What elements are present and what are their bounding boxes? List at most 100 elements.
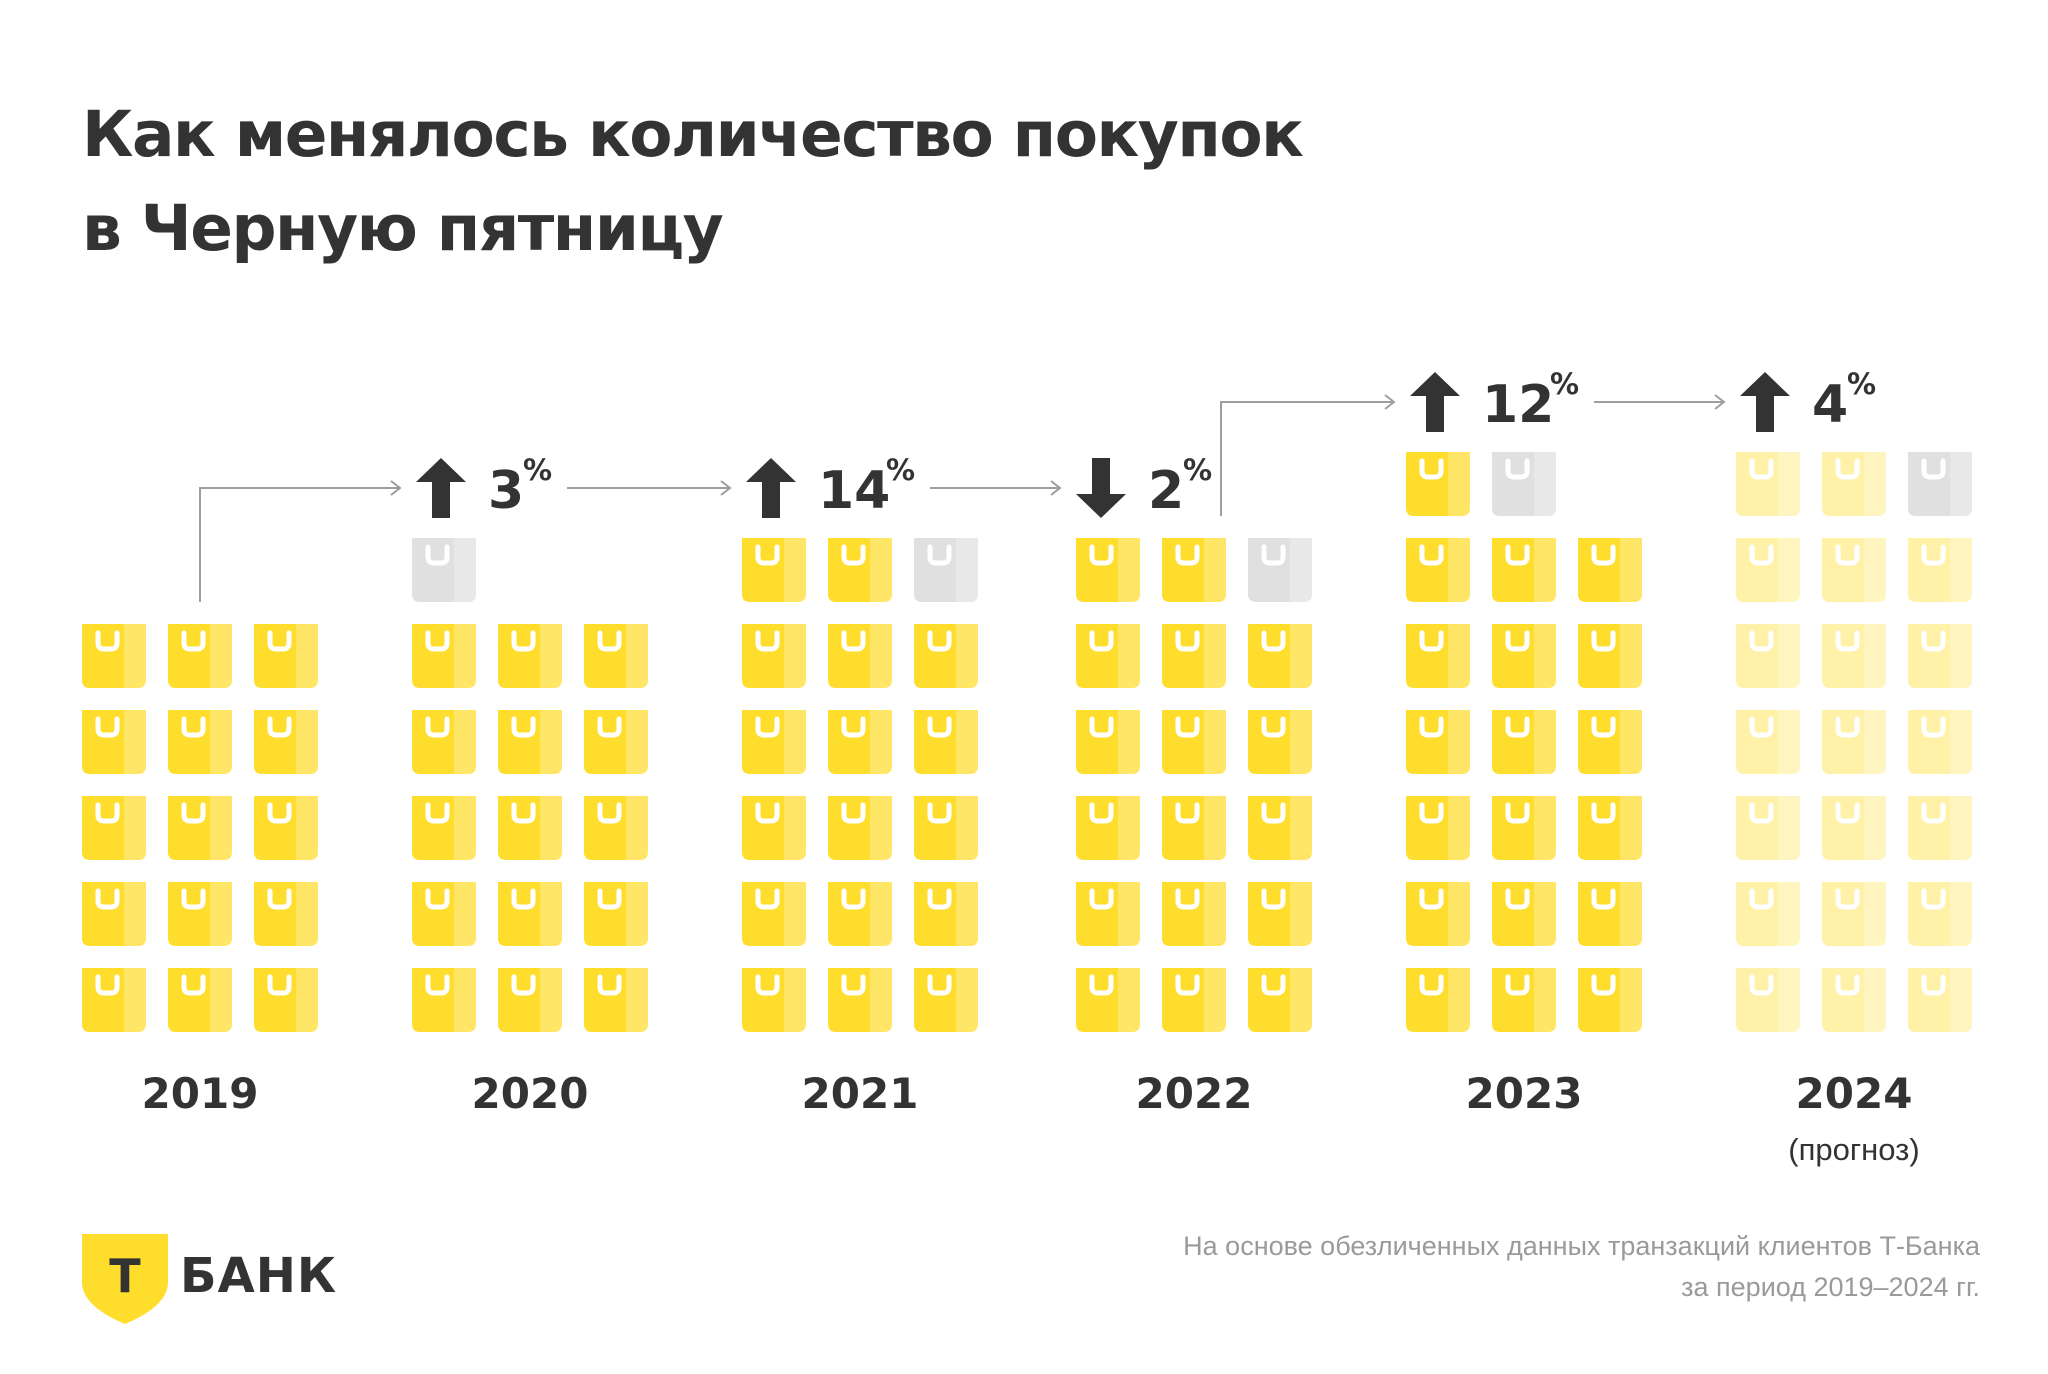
connector-arrow — [1220, 394, 1396, 516]
change-label: 12% — [1410, 367, 1579, 435]
bag-icon — [1248, 538, 1312, 602]
bag-icon — [584, 968, 648, 1032]
change-value: 4 — [1812, 375, 1848, 435]
bag-icon — [828, 796, 892, 860]
bag-icon — [1406, 882, 1470, 946]
bag-icon — [914, 968, 978, 1032]
bag-icon — [742, 882, 806, 946]
bag-icon — [498, 796, 562, 860]
forecast-label: (прогноз) — [1788, 1132, 1919, 1167]
bag-icon — [1076, 624, 1140, 688]
bag-icon — [584, 710, 648, 774]
bag-icon — [1406, 624, 1470, 688]
change-value: 2 — [1148, 461, 1184, 521]
bag-icon — [498, 710, 562, 774]
connector-lines — [199, 394, 1726, 602]
bag-icon — [1406, 968, 1470, 1032]
bag-icon — [1578, 710, 1642, 774]
connector-arrow — [1594, 394, 1726, 410]
bag-icon — [1908, 452, 1972, 516]
bag-icon — [742, 538, 806, 602]
chart-title-line-1: Как менялось количество покупок — [82, 98, 1304, 171]
bag-icon — [742, 624, 806, 688]
arrow-up-icon — [416, 458, 466, 518]
bag-icon — [1492, 882, 1556, 946]
bag-grid — [82, 452, 1972, 1032]
bag-icon — [82, 624, 146, 688]
bag-icon — [1076, 538, 1140, 602]
year-label: 2021 — [802, 1069, 919, 1118]
bag-icon — [168, 796, 232, 860]
bag-icon — [412, 538, 476, 602]
percent-sign: % — [523, 453, 552, 487]
bag-icon — [1822, 624, 1886, 688]
connector-arrow — [199, 480, 402, 602]
bag-icon — [828, 624, 892, 688]
bag-icon — [1822, 710, 1886, 774]
bag-icon — [914, 624, 978, 688]
bag-icon — [1908, 624, 1972, 688]
bank-logo: Т — [82, 1234, 168, 1324]
bag-icon — [1492, 624, 1556, 688]
bag-icon — [828, 882, 892, 946]
bag-icon — [1076, 796, 1140, 860]
year-label: 2020 — [472, 1069, 589, 1118]
year-label: 2022 — [1136, 1069, 1253, 1118]
shield-icon — [82, 1234, 168, 1324]
bag-icon — [254, 968, 318, 1032]
logo-badge-letter: Т — [109, 1249, 141, 1303]
change-label: 4% — [1740, 367, 1876, 435]
bag-icon — [1736, 538, 1800, 602]
bag-icon — [1578, 968, 1642, 1032]
bag-icon — [1162, 882, 1226, 946]
connector-arrow — [567, 480, 732, 496]
connector-arrow — [930, 480, 1062, 496]
bag-icon — [914, 796, 978, 860]
bag-icon — [1908, 538, 1972, 602]
bag-icon — [1736, 796, 1800, 860]
bag-icon — [828, 968, 892, 1032]
bag-icon — [1578, 538, 1642, 602]
bag-icon — [1076, 968, 1140, 1032]
bag-icon — [254, 796, 318, 860]
bag-icon — [1578, 882, 1642, 946]
bag-icon — [254, 882, 318, 946]
bag-icon — [914, 538, 978, 602]
change-value: 14 — [818, 461, 890, 521]
change-label: 14% — [746, 453, 915, 521]
bag-icon — [254, 624, 318, 688]
change-value: 12 — [1482, 375, 1554, 435]
bag-icon — [742, 796, 806, 860]
bag-icon — [1248, 968, 1312, 1032]
bag-icon — [1578, 624, 1642, 688]
bag-icon — [1406, 796, 1470, 860]
percent-sign: % — [1550, 367, 1579, 401]
chart-title-line-2: в Черную пятницу — [82, 192, 724, 265]
arrow-up-icon — [746, 458, 796, 518]
bag-icon — [828, 710, 892, 774]
bag-icon — [1406, 452, 1470, 516]
bag-icon — [1492, 796, 1556, 860]
bag-icon — [584, 882, 648, 946]
bag-icon — [412, 968, 476, 1032]
bag-icon — [1076, 710, 1140, 774]
bag-icon — [498, 624, 562, 688]
bag-icon — [412, 710, 476, 774]
bag-icon — [1822, 538, 1886, 602]
bag-icon — [1908, 710, 1972, 774]
bag-icon — [82, 796, 146, 860]
percent-sign: % — [886, 453, 915, 487]
bag-icon — [1492, 452, 1556, 516]
bag-icon — [168, 968, 232, 1032]
bag-icon — [1908, 968, 1972, 1032]
bag-icon — [1076, 882, 1140, 946]
arrow-up-icon — [1410, 372, 1460, 432]
year-label: 2019 — [142, 1069, 259, 1118]
bag-icon — [1406, 710, 1470, 774]
bag-icon — [1822, 968, 1886, 1032]
year-label: 2023 — [1466, 1069, 1583, 1118]
bag-icon — [828, 538, 892, 602]
bag-icon — [1492, 538, 1556, 602]
bag-icon — [1492, 710, 1556, 774]
